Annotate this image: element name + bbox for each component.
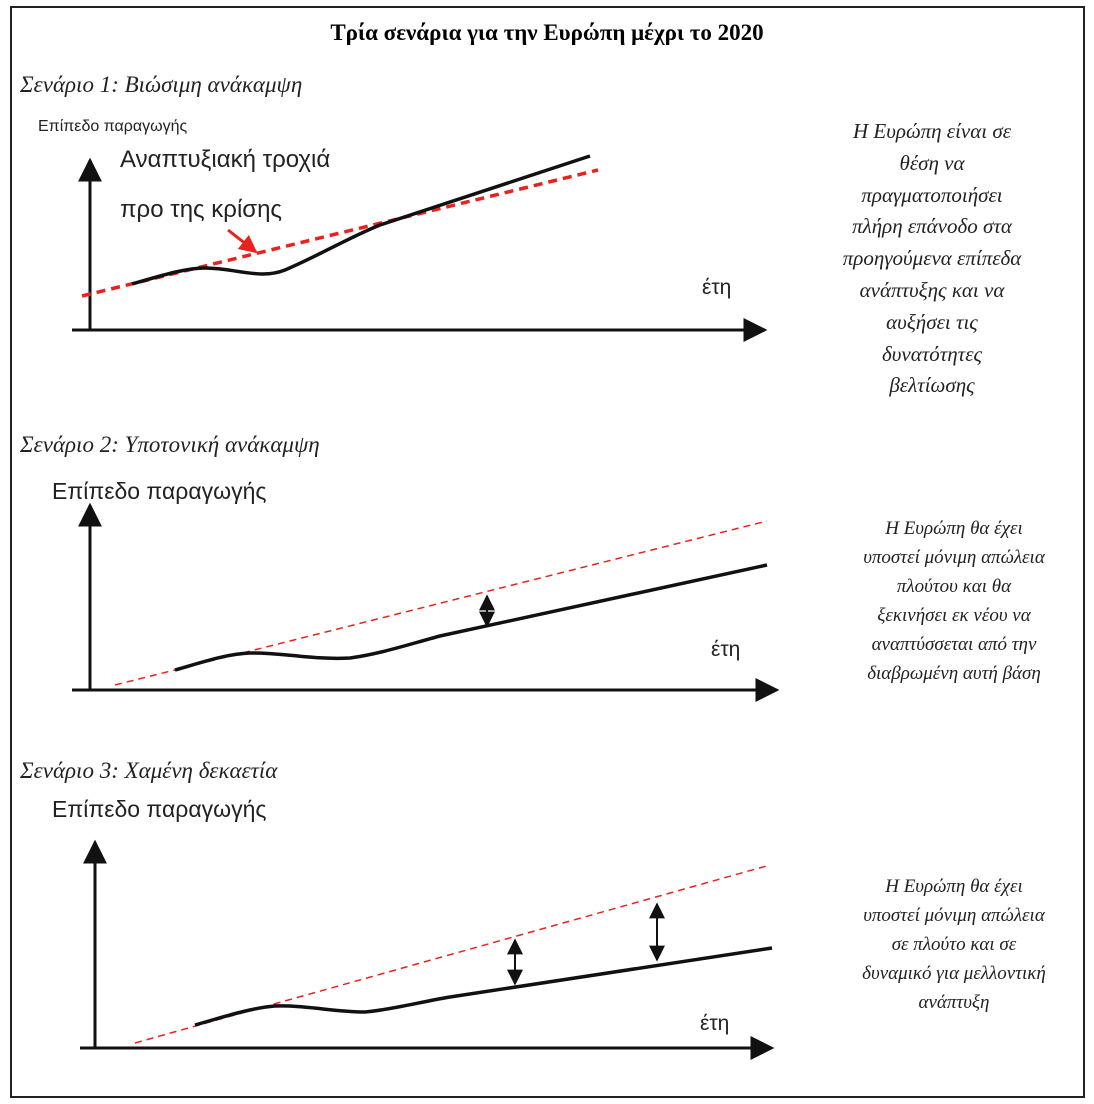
scenario-2-description: Η Ευρώπη θα έχει υποστεί μόνιμη απώλεια …	[863, 518, 1045, 684]
scenario-1-y-axis-label: Επίπεδο παραγωγής	[38, 118, 188, 135]
scenario-2-heading: Σενάριο 2: Υποτονική ανάκαμψη	[20, 432, 320, 457]
scenario-1-description: Η Ευρώπη είναι σε θέση να πραγματοποιήσε…	[842, 119, 1022, 398]
scenario-1-x-axis-label: έτη	[702, 276, 732, 299]
scenario-2-output-line	[174, 563, 768, 672]
scenario-1-trend-label-line2: προ της κρίσης	[120, 196, 282, 223]
scenario-1-pointer-arrow	[227, 228, 258, 254]
scenario-1-heading: Σενάριο 1: Βιώσιμη ανάκαμψη	[20, 72, 303, 97]
scenario-1-trend-line	[81, 168, 599, 298]
scenario-3-y-axis-label: Επίπεδο παραγωγής	[52, 796, 267, 822]
scenario-2-y-axis-label: Επίπεδο παραγωγής	[52, 478, 267, 504]
figure-title: Τρία σενάρια για την Ευρώπη μέχρι το 202…	[330, 20, 764, 45]
scenario-3-output-line	[194, 946, 773, 1027]
scenario-3-description: Η Ευρώπη θα έχει υποστεί μόνιμη απώλεια …	[862, 876, 1046, 1013]
scenario-1-trend-label-line1: Αναπτυξιακή τροχιά	[120, 146, 331, 173]
scenario-3-heading: Σενάριο 3: Χαμένη δεκαετία	[20, 758, 278, 783]
scenario-3-x-axis-label: έτη	[700, 1012, 730, 1035]
scenario-1-chart	[72, 154, 768, 342]
figure-frame	[10, 6, 1085, 1098]
scenario-2-chart	[72, 502, 780, 702]
scenario-3-chart	[80, 839, 775, 1060]
scenario-2-x-axis-label: έτη	[711, 638, 741, 661]
scenario-1-output-line	[131, 154, 591, 286]
